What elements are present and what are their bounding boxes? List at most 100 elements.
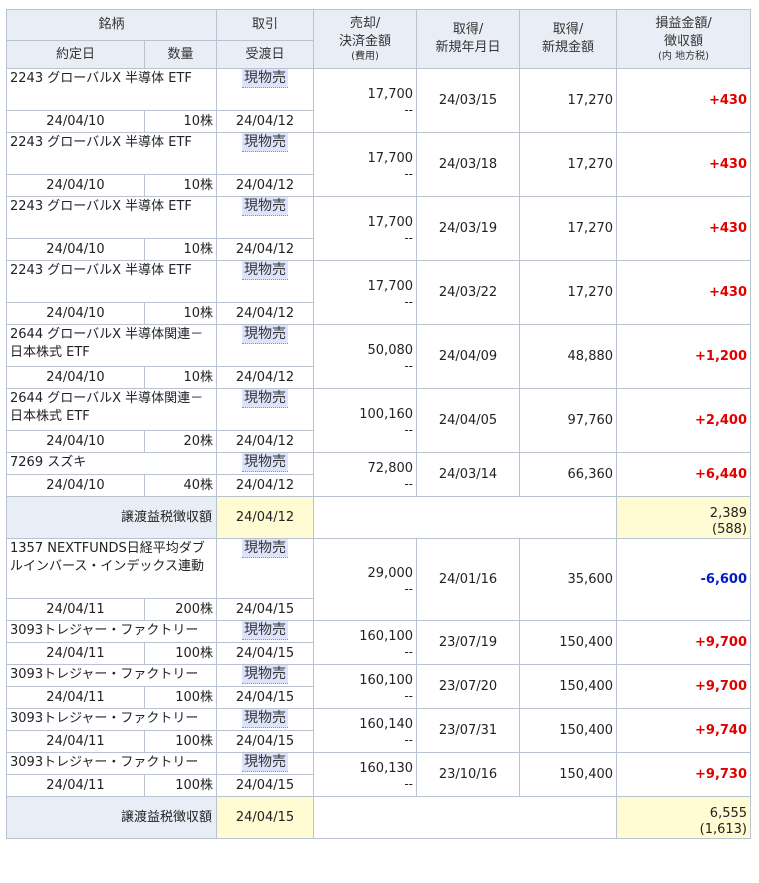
header-sale-line1: 売却/ — [349, 16, 381, 31]
trade-type-badge[interactable]: 現物売 — [242, 133, 289, 152]
contract-date: 24/04/10 — [6, 110, 145, 133]
stock-name[interactable]: 2243 グローバルX 半導体 ETF — [5, 132, 218, 175]
stock-name[interactable]: 3093トレジャー・ファクトリー — [5, 620, 218, 643]
fee-amount: -- — [404, 230, 414, 245]
trade-row-sub: 24/04/10 20株 24/04/12 — [6, 430, 751, 453]
header-pl-line2: 徴収額 — [664, 34, 704, 49]
stock-name[interactable]: 2243 グローバルX 半導体 ETF — [5, 260, 218, 303]
trade-row-sub: 24/04/10 10株 24/04/12 — [6, 366, 751, 389]
trade-row: 2644 グローバルX 半導体関連－日本株式 ETF 現物売 50,080 --… — [5, 324, 752, 389]
quantity: 100株 — [143, 730, 218, 753]
sale-amount: 17,700 — [367, 86, 414, 102]
header-acq-date-line1: 取得/ — [452, 22, 484, 37]
sale-amount-cell: 160,140 -- — [313, 708, 418, 753]
trade-row: 2243 グローバルX 半導体 ETF 現物売 17,700 -- 24/03/… — [5, 132, 752, 197]
stock-name[interactable]: 1357 NEXTFUNDS日経平均ダブルインバース・インデックス連動 — [5, 538, 218, 599]
profit-loss: +430 — [616, 196, 752, 261]
trade-type-badge[interactable]: 現物売 — [242, 453, 289, 472]
acq-amount: 150,400 — [519, 708, 618, 753]
trade-row: 3093トレジャー・ファクトリー 現物売 160,100 -- 23/07/20… — [5, 664, 752, 709]
header-sale-line2: 決済金額 — [339, 34, 392, 49]
trade-type-badge[interactable]: 現物売 — [242, 753, 289, 772]
trade-type-badge[interactable]: 現物売 — [242, 709, 289, 728]
contract-date: 24/04/10 — [6, 302, 145, 325]
fee-amount: -- — [404, 644, 414, 659]
trade-type-badge[interactable]: 現物売 — [242, 665, 289, 684]
contract-date: 24/04/10 — [6, 430, 145, 453]
profit-loss-value: +430 — [708, 156, 748, 172]
acq-amount: 17,270 — [519, 68, 618, 133]
acq-date: 24/01/16 — [416, 538, 521, 621]
summary-row-2: 譲渡益税徴収額 24/04/15 6,555 (1,613) — [5, 796, 752, 839]
quantity: 100株 — [143, 686, 218, 709]
acq-amount: 48,880 — [519, 324, 618, 389]
profit-loss: +9,740 — [616, 708, 752, 753]
trade-row: 2243 グローバルX 半導体 ETF 現物売 17,700 -- 24/03/… — [5, 68, 752, 133]
settle-date: 24/04/15 — [216, 642, 315, 665]
trade-row: 2644 グローバルX 半導体関連－日本株式 ETF 現物売 100,160 -… — [5, 388, 752, 453]
stock-name[interactable]: 2243 グローバルX 半導体 ETF — [5, 196, 218, 239]
trade-type-badge[interactable]: 現物売 — [242, 389, 289, 408]
fee-amount: -- — [404, 732, 414, 747]
acq-date: 23/07/19 — [416, 620, 521, 665]
header-acq-amount-line1: 取得/ — [552, 22, 584, 37]
settle-date: 24/04/15 — [216, 730, 315, 753]
fee-amount: -- — [404, 166, 414, 181]
stock-name[interactable]: 7269 スズキ — [5, 452, 218, 475]
quantity: 10株 — [143, 238, 218, 261]
sale-amount: 17,700 — [367, 150, 414, 166]
acq-amount: 17,270 — [519, 132, 618, 197]
trade-type-badge[interactable]: 現物売 — [242, 197, 289, 216]
trade-type-badge[interactable]: 現物売 — [242, 261, 289, 280]
stock-name[interactable]: 2644 グローバルX 半導体関連－日本株式 ETF — [5, 388, 218, 431]
trade-type-cell: 現物売 — [216, 260, 315, 303]
trade-type-badge[interactable]: 現物売 — [242, 69, 289, 88]
stock-name[interactable]: 3093トレジャー・ファクトリー — [5, 708, 218, 731]
fee-amount: -- — [404, 776, 414, 791]
settle-date: 24/04/12 — [216, 302, 315, 325]
trade-row-sub: 24/04/10 10株 24/04/12 — [6, 302, 751, 325]
acq-date: 24/04/09 — [416, 324, 521, 389]
sale-amount-cell: 17,700 -- — [313, 260, 418, 325]
profit-loss: +430 — [616, 132, 752, 197]
sale-amount-cell: 29,000 -- — [313, 538, 418, 621]
sale-amount: 160,100 — [359, 628, 414, 644]
settle-date: 24/04/12 — [216, 110, 315, 133]
stock-name[interactable]: 2644 グローバルX 半導体関連－日本株式 ETF — [5, 324, 218, 367]
col-header-sale: 売却/ 決済金額 (費用) — [313, 9, 418, 69]
sale-amount: 17,700 — [367, 278, 414, 294]
summary-spacer — [313, 796, 618, 839]
profit-loss-value: +430 — [708, 284, 748, 300]
trade-type-badge[interactable]: 現物売 — [242, 539, 289, 558]
trade-type-badge[interactable]: 現物売 — [242, 621, 289, 640]
acq-amount: 35,600 — [519, 538, 618, 621]
trade-type-badge[interactable]: 現物売 — [242, 325, 289, 344]
trade-row-sub: 24/04/10 40株 24/04/12 — [6, 474, 751, 497]
col-header-settle-date: 受渡日 — [216, 40, 315, 69]
quantity: 40株 — [143, 474, 218, 497]
trade-row: 3093トレジャー・ファクトリー 現物売 160,140 -- 23/07/31… — [5, 708, 752, 753]
col-header-torihiki: 取引 — [216, 9, 315, 41]
contract-date: 24/04/11 — [6, 686, 145, 709]
sale-amount-cell: 17,700 -- — [313, 68, 418, 133]
acq-date: 23/10/16 — [416, 752, 521, 797]
summary-total-amount: 2,389 — [709, 506, 748, 521]
profit-loss-value: +1,200 — [695, 348, 748, 364]
trade-row-sub: 24/04/10 10株 24/04/12 — [6, 174, 751, 197]
header-acq-amount-line2: 新規金額 — [542, 40, 595, 55]
stock-name[interactable]: 3093トレジャー・ファクトリー — [5, 664, 218, 687]
summary-total: 2,389 (588) — [616, 496, 752, 539]
stock-name[interactable]: 2243 グローバルX 半導体 ETF — [5, 68, 218, 111]
fee-amount: -- — [404, 102, 414, 117]
profit-loss: +9,700 — [616, 664, 752, 709]
trade-type-cell: 現物売 — [216, 708, 315, 731]
fee-amount: -- — [404, 688, 414, 703]
profit-loss-value: +9,740 — [695, 722, 748, 738]
summary-local-tax: (1,613) — [699, 822, 748, 837]
stock-name[interactable]: 3093トレジャー・ファクトリー — [5, 752, 218, 775]
sale-amount-cell: 160,100 -- — [313, 664, 418, 709]
acq-date: 24/03/15 — [416, 68, 521, 133]
trade-type-cell: 現物売 — [216, 752, 315, 775]
trade-rows-group-1: 2243 グローバルX 半導体 ETF 現物売 17,700 -- 24/03/… — [5, 68, 752, 497]
quantity: 20株 — [143, 430, 218, 453]
